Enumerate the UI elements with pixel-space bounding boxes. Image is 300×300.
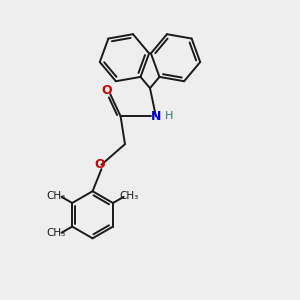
Text: CH₃: CH₃ — [47, 228, 66, 238]
Text: CH₃: CH₃ — [119, 191, 138, 201]
Text: O: O — [101, 84, 112, 97]
Text: CH₃: CH₃ — [47, 191, 66, 201]
Text: H: H — [165, 111, 174, 121]
Text: O: O — [94, 158, 105, 171]
Text: N: N — [151, 110, 161, 123]
